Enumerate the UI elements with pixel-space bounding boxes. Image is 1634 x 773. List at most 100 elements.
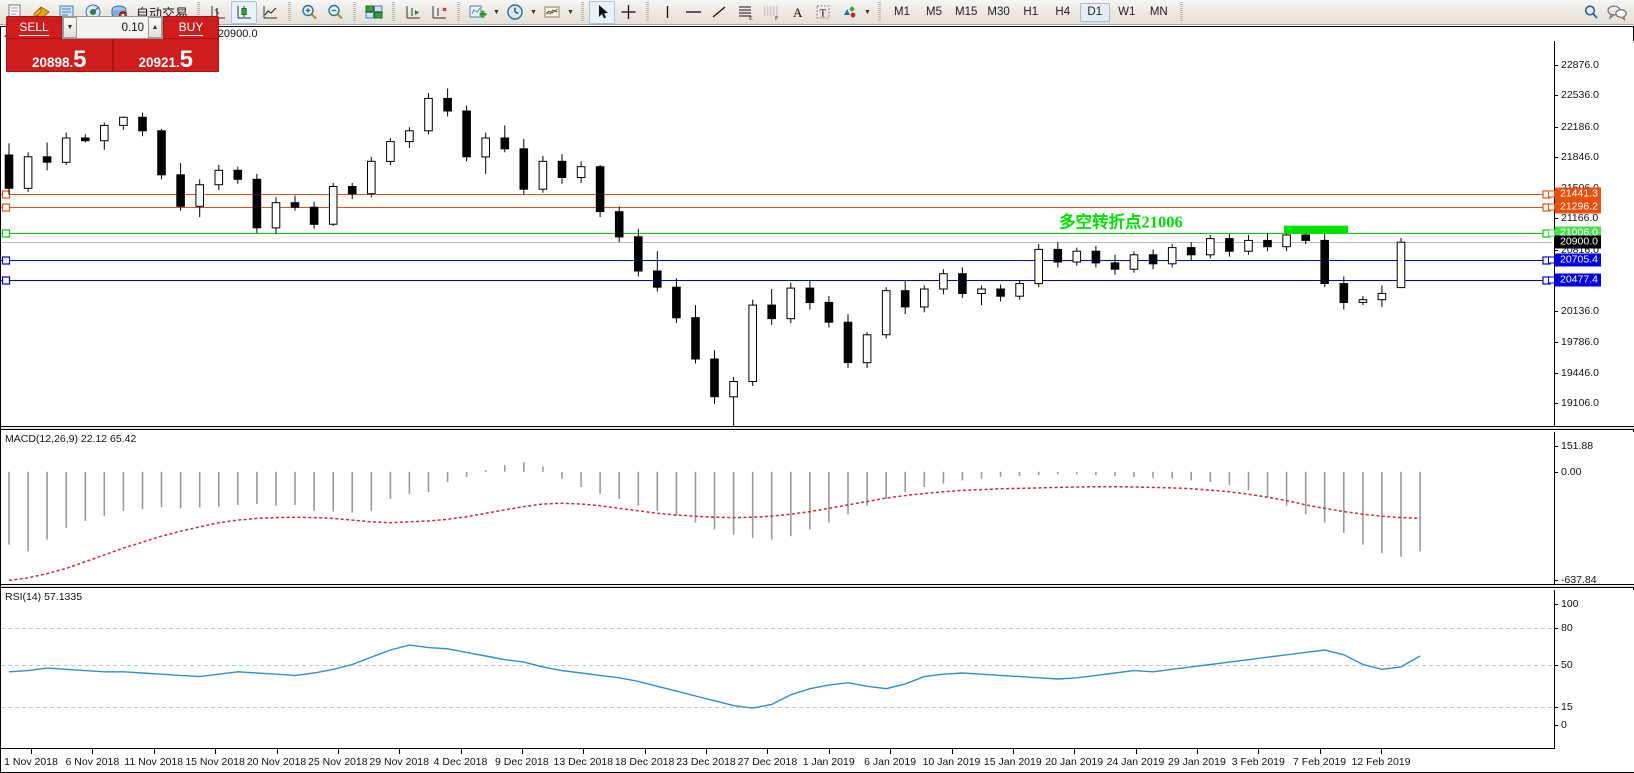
timeframe-m15[interactable]: M15 xyxy=(955,6,978,18)
buy-price[interactable]: 20921 . 5 xyxy=(112,39,219,73)
add-indicator-dropdown-icon[interactable]: ▼ xyxy=(493,8,500,16)
date-tick-label: 9 Dec 2018 xyxy=(495,756,549,768)
timeframe-m30[interactable]: M30 xyxy=(987,6,1010,18)
sell-button[interactable]: SELL xyxy=(6,16,62,39)
vertical-line-icon[interactable] xyxy=(654,1,680,24)
price-candles: 多空转折点21006 xyxy=(1,88,1552,426)
arrow-cursor-icon[interactable] xyxy=(589,0,616,24)
toolbar-separator-4 xyxy=(390,2,397,22)
volume-field[interactable]: ▼ 0.10 ▲ xyxy=(62,16,163,39)
date-axis[interactable]: 1 Nov 2018 6 Nov 2018 11 Nov 2018 15 Nov 20… xyxy=(1,748,1634,772)
rsi-axis[interactable]: 100 80 50 15 0 xyxy=(1554,590,1634,749)
date-tick-label: 29 Jan 2019 xyxy=(1167,756,1226,768)
templates-dropdown-icon[interactable]: ▼ xyxy=(567,8,574,16)
search-icon[interactable] xyxy=(1578,1,1604,24)
zoom-out-icon[interactable] xyxy=(322,1,348,24)
toolbar-separator-8 xyxy=(876,2,883,22)
date-tick-mark xyxy=(337,749,339,754)
price-level-handle[interactable] xyxy=(1548,229,1555,237)
line-chart-icon[interactable] xyxy=(257,1,283,24)
buy-button[interactable]: BUY xyxy=(163,16,219,39)
period-dropdown-icon[interactable]: ▼ xyxy=(530,8,537,16)
price-tick: 22876.0 xyxy=(1555,59,1599,71)
date-tick-mark xyxy=(276,749,278,754)
price-level-badge-current-price[interactable]: 20900.0 xyxy=(1555,235,1601,249)
toolbar-separator-7 xyxy=(644,2,651,22)
fibonacci-icon[interactable]: E xyxy=(732,1,758,24)
date-tick-label: 18 Dec 2018 xyxy=(614,756,675,768)
price-level-handle[interactable] xyxy=(1548,203,1555,211)
date-tick-mark xyxy=(828,749,830,754)
text-label-icon[interactable]: T xyxy=(810,1,836,24)
pane-separator-rsi[interactable] xyxy=(1,584,1634,588)
timeframe-m5[interactable]: M5 xyxy=(926,6,942,18)
price-tick: 19446.0 xyxy=(1555,367,1599,379)
date-tick-mark xyxy=(951,749,953,754)
candlestick-chart-icon[interactable] xyxy=(231,0,258,24)
clock-icon[interactable] xyxy=(502,1,528,24)
text-icon[interactable]: A xyxy=(784,1,810,24)
volume-value[interactable]: 0.10 xyxy=(121,21,144,34)
macd-axis[interactable]: 151.88 0.00 -637.84 xyxy=(1554,432,1634,584)
date-tick-mark xyxy=(644,749,646,754)
toolbar-separator-2 xyxy=(286,2,293,22)
date-tick-label: 15 Nov 2018 xyxy=(185,756,245,768)
chart-area[interactable]: JPN225-,Daily 20417.5 20947.5 20395.0 20… xyxy=(0,26,1634,773)
price-pane[interactable]: 多空转折点21006 22876.0 22536.0 22186.0 21846.0 2… xyxy=(1,41,1634,426)
macd-tick: -637.84 xyxy=(1555,574,1597,584)
date-tick-label: 12 Feb 2019 xyxy=(1351,756,1411,768)
shapes-icon[interactable] xyxy=(836,1,862,24)
timeframe-w1[interactable]: W1 xyxy=(1118,6,1136,18)
toolbar-separator-1 xyxy=(195,2,202,22)
auto-scroll-icon[interactable] xyxy=(426,1,452,24)
timeframe-m1[interactable]: M1 xyxy=(894,6,910,18)
zoom-in-icon[interactable] xyxy=(296,1,322,24)
rsi-pane[interactable]: RSI(14) 57.1335 100 80 50 15 0 xyxy=(1,590,1634,749)
timeframe-h1[interactable]: H1 xyxy=(1023,6,1039,18)
chat-icon[interactable] xyxy=(1604,1,1630,24)
add-indicator-icon[interactable] xyxy=(465,1,491,24)
date-tick-mark xyxy=(583,749,585,754)
sell-price[interactable]: 20898 . 5 xyxy=(6,39,113,72)
one-click-trading-panel[interactable]: SELL ▼ 0.10 ▲ BUY 20898 . 5 20921 . 5 xyxy=(6,16,219,72)
price-level-badge-support[interactable]: 20477.4 xyxy=(1555,273,1601,287)
date-tick-mark xyxy=(767,749,769,754)
price-tick: 19106.0 xyxy=(1555,397,1599,409)
price-level-handle[interactable] xyxy=(1548,256,1555,264)
price-tick: 20136.0 xyxy=(1555,305,1599,317)
date-tick-mark xyxy=(521,749,523,754)
templates-icon[interactable] xyxy=(539,1,565,24)
volume-dropdown-icon[interactable]: ▼ xyxy=(63,17,77,38)
crosshair-icon[interactable] xyxy=(615,1,641,24)
price-level-badge-resistance[interactable]: 21441.3 xyxy=(1555,187,1601,201)
trade-panel-top-row: SELL ▼ 0.10 ▲ BUY xyxy=(6,16,219,39)
rsi-tick: 15 xyxy=(1555,701,1573,713)
volume-increment-icon[interactable]: ▲ xyxy=(148,17,162,38)
date-tick-mark xyxy=(1012,749,1014,754)
date-tick-mark xyxy=(31,749,32,754)
shapes-dropdown-icon[interactable]: ▼ xyxy=(864,8,871,16)
timeframe-d1[interactable]: D1 xyxy=(1079,2,1110,22)
news-icon[interactable] xyxy=(54,1,80,24)
timeframe-mn[interactable]: MN xyxy=(1149,6,1168,18)
price-tick: 22186.0 xyxy=(1555,121,1599,133)
date-tick-mark xyxy=(460,749,462,754)
chart-shift-icon[interactable] xyxy=(400,1,426,24)
buy-price-fraction: 5 xyxy=(179,45,194,73)
buy-price-integer: 20921 xyxy=(138,54,177,70)
date-tick-label: 1 Jan 2019 xyxy=(802,756,855,768)
equidistant-channel-icon[interactable]: F xyxy=(758,1,784,24)
horizontal-line-icon[interactable] xyxy=(680,1,706,24)
macd-pane[interactable]: MACD(12,26,9) 22.12 65.42 151.88 0.00 -637… xyxy=(1,432,1634,584)
trendline-icon[interactable] xyxy=(706,1,732,24)
tile-windows-icon[interactable] xyxy=(361,1,387,24)
price-level-handle[interactable] xyxy=(1548,276,1555,284)
price-level-handle[interactable] xyxy=(1548,190,1555,198)
date-tick-mark xyxy=(399,749,401,754)
price-axis[interactable]: 22876.022536.022186.021846.021506.021166… xyxy=(1548,41,1634,426)
pane-separator-macd[interactable] xyxy=(1,426,1634,430)
price-level-badge-resistance[interactable]: 21296.2 xyxy=(1555,200,1601,214)
new-order-icon[interactable] xyxy=(2,1,28,24)
timeframe-h4[interactable]: H4 xyxy=(1055,6,1071,18)
price-level-badge-support[interactable]: 20705.4 xyxy=(1555,253,1601,267)
